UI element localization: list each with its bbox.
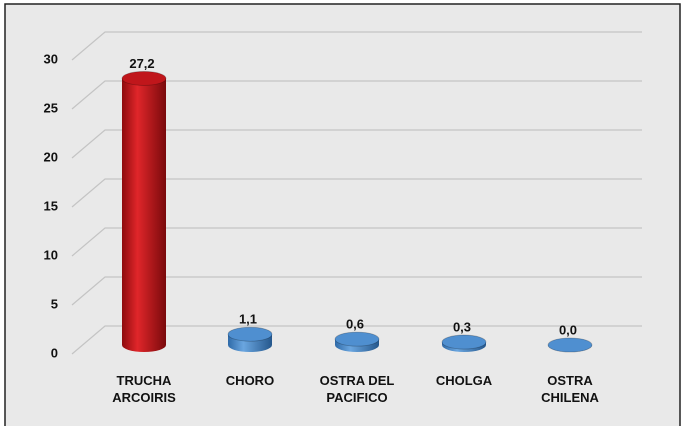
x-tick-label: CHORO xyxy=(225,373,275,388)
value-label: 0,3 xyxy=(453,319,471,334)
x-tick-label: OSTRA DEL PACIFICO xyxy=(319,373,395,405)
y-tick-label: 30 xyxy=(44,51,58,66)
value-label: 0,6 xyxy=(346,317,364,332)
grid-line xyxy=(71,227,642,257)
bar-top xyxy=(227,326,273,342)
value-label: 27,2 xyxy=(129,56,154,71)
y-tick-label: 20 xyxy=(44,149,58,164)
y-tick-label: 25 xyxy=(44,100,58,115)
bar-top xyxy=(121,71,167,86)
y-tick-label: 10 xyxy=(44,247,58,262)
plot-background xyxy=(4,3,681,426)
grid-line xyxy=(71,276,642,306)
y-tick-label: 5 xyxy=(51,296,58,311)
bar-top xyxy=(547,337,593,353)
bar-top xyxy=(441,334,487,350)
x-tick-label: OSTRA CHILENA xyxy=(541,373,599,405)
bar-top xyxy=(334,331,380,347)
grid-line xyxy=(71,80,642,110)
x-tick-label: TRUCHA ARCOIRIS xyxy=(112,373,176,405)
x-tick-label: CHOLGA xyxy=(435,373,493,388)
y-tick-label: 0 xyxy=(51,345,58,360)
value-label: 1,1 xyxy=(239,312,257,327)
grid-line xyxy=(71,178,642,208)
grid-line xyxy=(71,325,642,355)
y-tick-label: 15 xyxy=(44,198,58,213)
value-label: 0,0 xyxy=(559,322,577,337)
grid-line xyxy=(71,129,642,159)
bar xyxy=(122,78,166,352)
grid-line xyxy=(71,31,642,61)
